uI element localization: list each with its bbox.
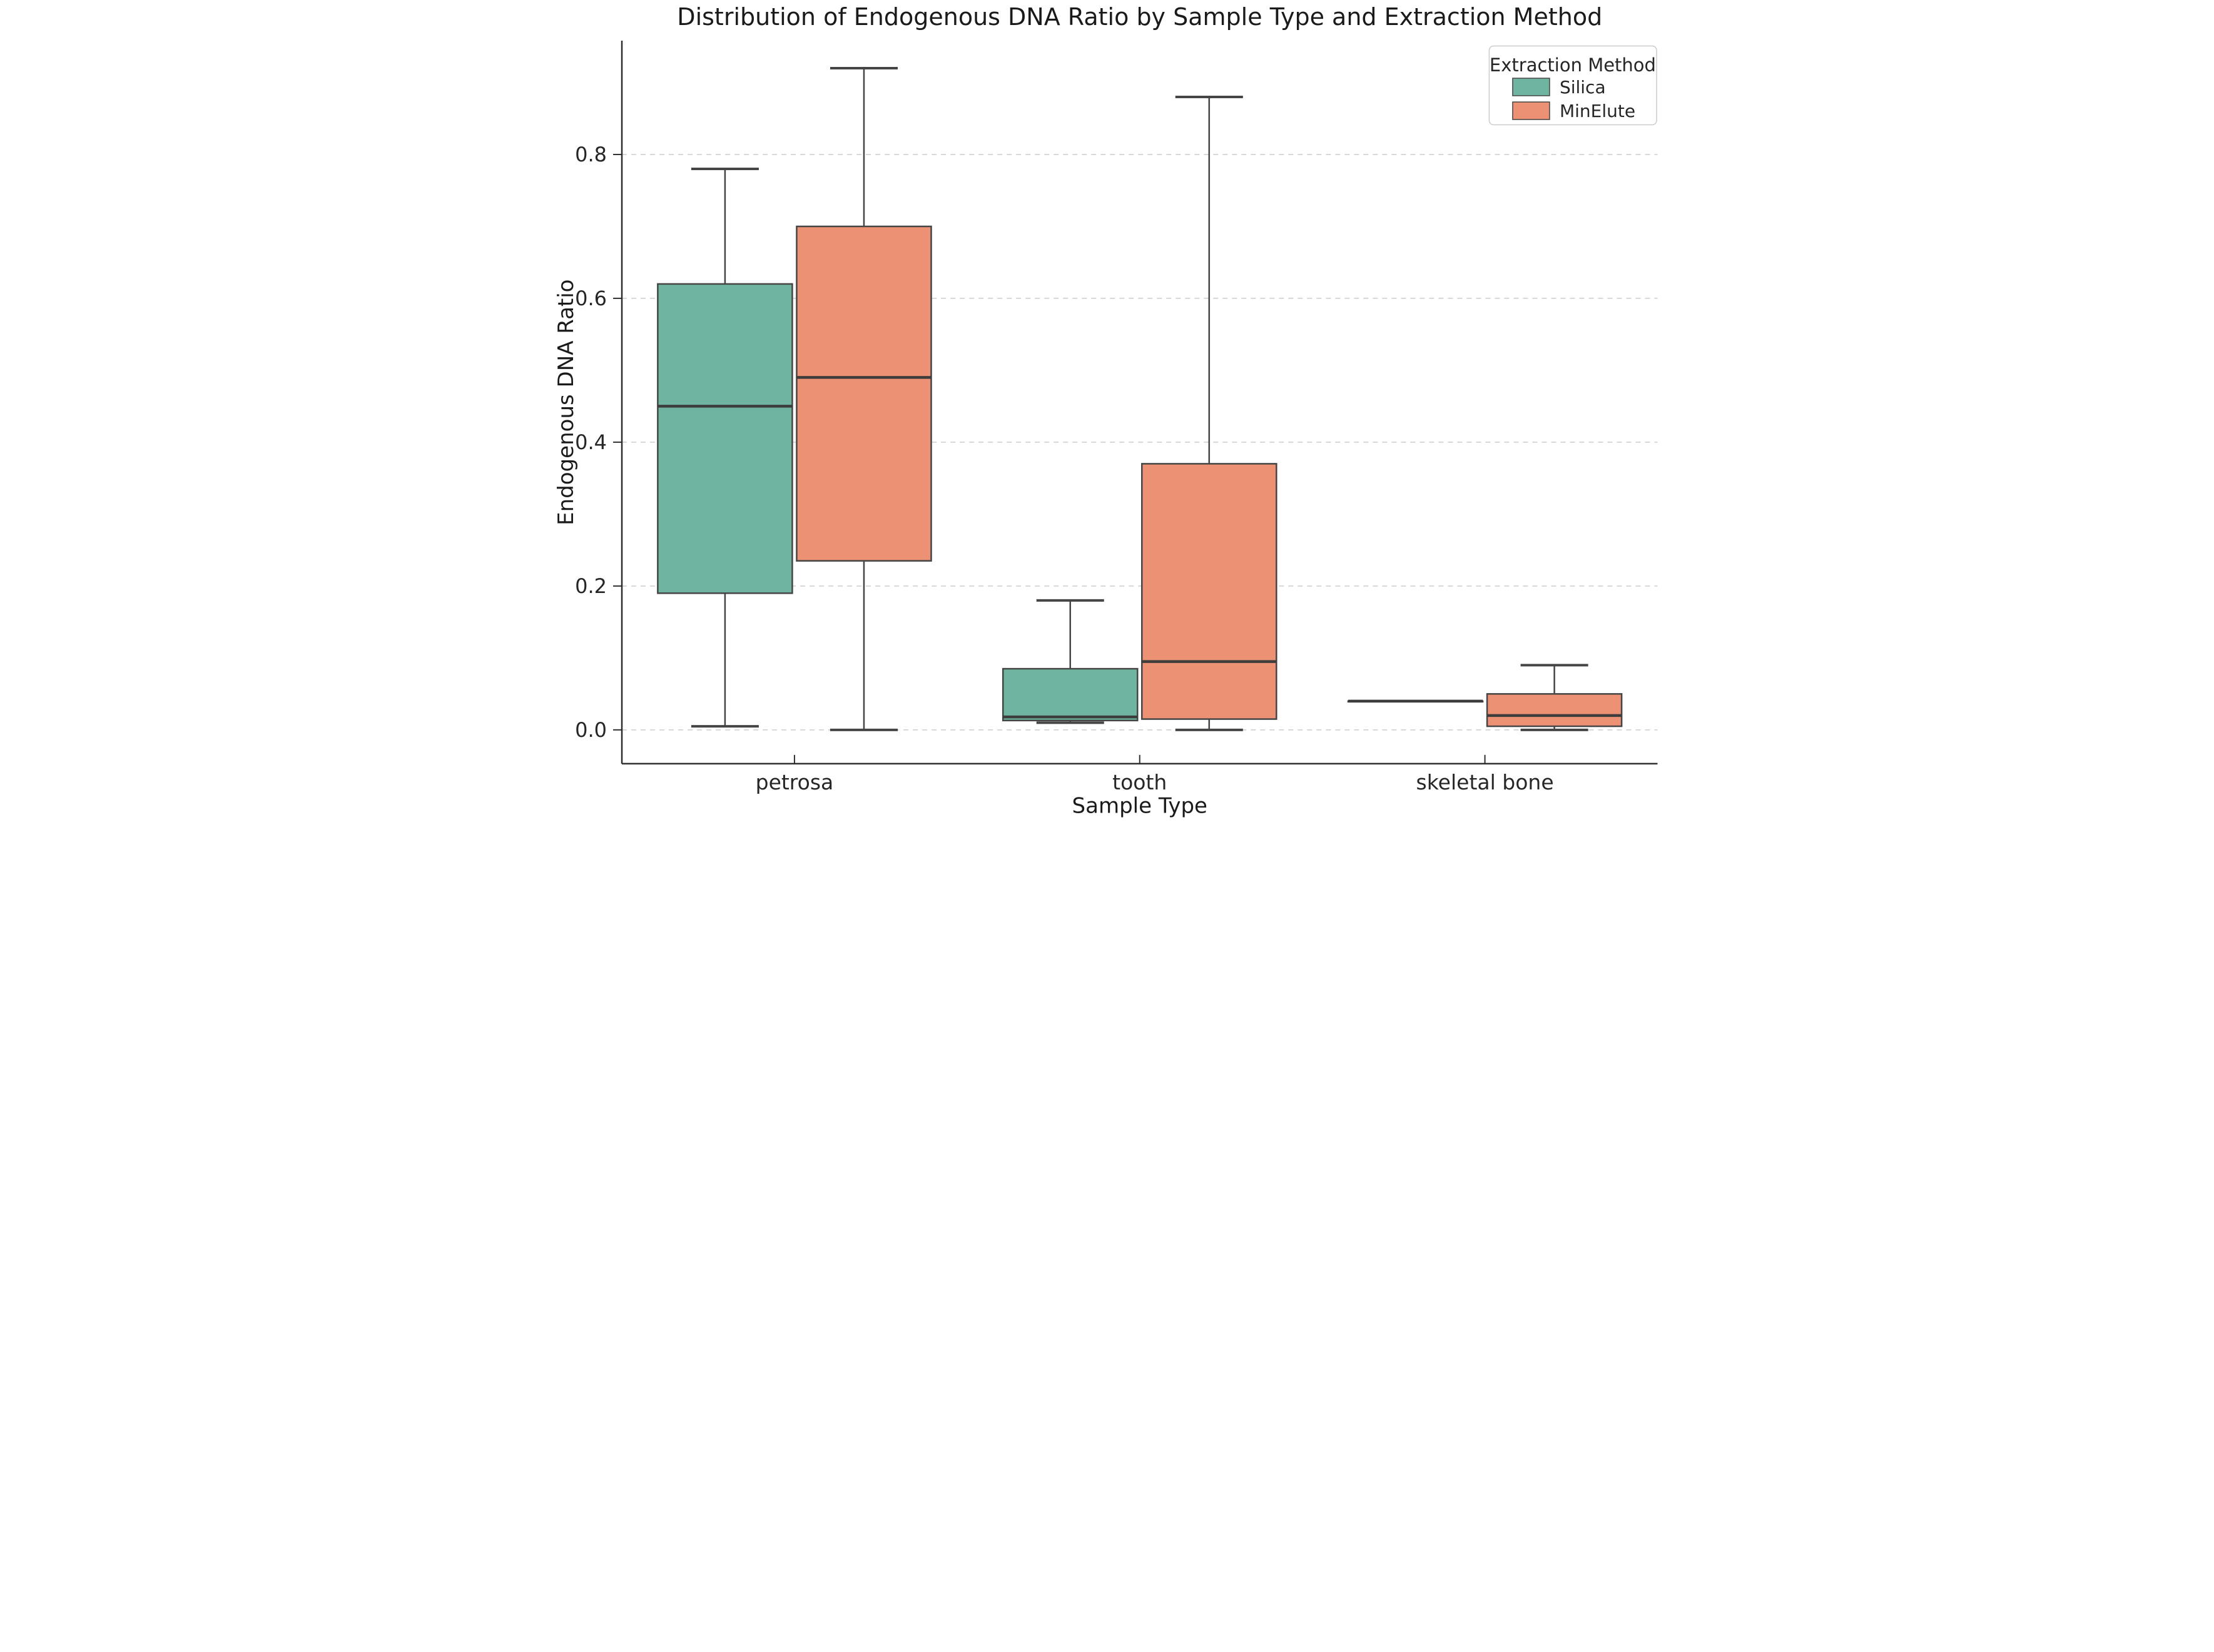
legend-item-silica: Silica bbox=[1511, 77, 1605, 98]
box-rect bbox=[656, 283, 793, 594]
legend-title: Extraction Method bbox=[1489, 54, 1655, 76]
gridlines-layer bbox=[621, 154, 1657, 731]
axes-layer bbox=[612, 41, 1657, 765]
x-tick-label: skeletal bone bbox=[1416, 770, 1553, 794]
box-silica-skeletal-bone bbox=[1347, 699, 1483, 703]
boxes-layer bbox=[656, 66, 1622, 731]
box-rect bbox=[1140, 463, 1277, 720]
y-tick-label: 0.6 bbox=[575, 286, 607, 310]
y-tick-label: 0.4 bbox=[575, 430, 607, 454]
legend-swatch-silica bbox=[1511, 78, 1550, 96]
chart-title: Distribution of Endogenous DNA Ratio by … bbox=[677, 3, 1602, 31]
y-tick-label: 0.8 bbox=[575, 143, 607, 166]
legend-label-minelute: MinElute bbox=[1559, 101, 1635, 121]
legend-item-minelute: MinElute bbox=[1511, 101, 1635, 121]
tick-labels-layer: 0.0 0.2 0.4 0.6 0.8 petrosa tooth skeletal bone bbox=[575, 143, 1553, 794]
y-axis-label: Endogenous DNA Ratio bbox=[554, 280, 579, 525]
y-tick-label: 0.2 bbox=[575, 574, 607, 598]
legend-swatch-minelute bbox=[1511, 101, 1550, 120]
x-axis-label: Sample Type bbox=[1072, 793, 1207, 818]
x-tick-label: petrosa bbox=[755, 770, 833, 794]
box-rect bbox=[1486, 693, 1622, 727]
box-minelute-petrosa bbox=[795, 66, 932, 731]
box-silica-petrosa bbox=[656, 167, 793, 728]
y-tick-label: 0.0 bbox=[575, 718, 607, 742]
box-rect bbox=[795, 225, 932, 562]
chart-canvas: 0.0 0.2 0.4 0.6 0.8 petrosa tooth skeletal bone… bbox=[553, 0, 1661, 826]
boxplot-figure: 0.0 0.2 0.4 0.6 0.8 petrosa tooth skeletal bone… bbox=[553, 0, 1661, 826]
legend: Extraction Method Silica MinElute bbox=[1488, 45, 1657, 126]
box-minelute-tooth bbox=[1140, 95, 1277, 731]
box-silica-tooth bbox=[1002, 599, 1139, 724]
box-rect bbox=[1002, 667, 1139, 722]
legend-label-silica: Silica bbox=[1559, 77, 1605, 98]
box-minelute-skeletal-bone bbox=[1486, 664, 1622, 731]
x-tick-label: tooth bbox=[1112, 770, 1167, 794]
